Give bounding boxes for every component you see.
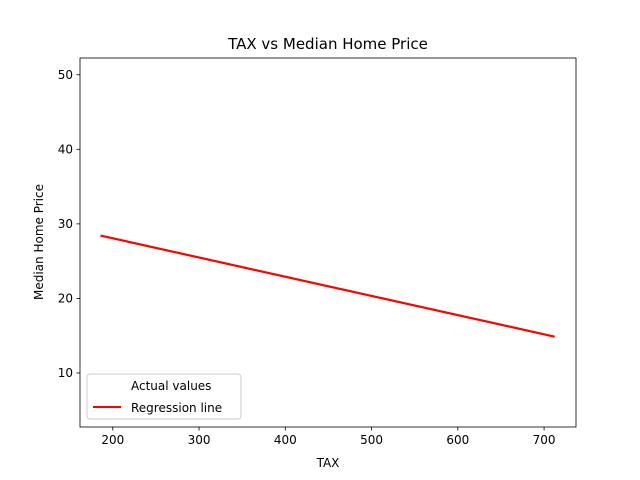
x-tick-label: 700 bbox=[533, 433, 556, 447]
legend-box bbox=[86, 373, 242, 420]
series-layer bbox=[100, 234, 555, 338]
legend-entry-regression-line: Regression line bbox=[131, 401, 222, 415]
legend-entry-actual-values: Actual values bbox=[131, 379, 211, 393]
x-tick-label: 200 bbox=[101, 433, 124, 447]
x-tick-label: 400 bbox=[274, 433, 297, 447]
regression-line-series bbox=[100, 234, 555, 338]
y-tick-label: 20 bbox=[58, 291, 73, 305]
x-tick-label: 500 bbox=[360, 433, 383, 447]
plot-area bbox=[80, 58, 576, 427]
y-axis-label: Median Home Price bbox=[32, 184, 46, 300]
y-axis: 10 20 30 40 50 bbox=[58, 68, 80, 380]
y-tick-label: 10 bbox=[58, 366, 73, 380]
legend: Actual values Regression line bbox=[86, 373, 242, 420]
plot-frame bbox=[79, 57, 577, 428]
chart-title: TAX vs Median Home Price bbox=[227, 35, 428, 53]
y-tick-label: 50 bbox=[58, 68, 73, 82]
x-axis: 200 300 400 500 600 700 bbox=[101, 427, 556, 447]
x-axis-label: TAX bbox=[316, 456, 340, 470]
y-tick-label: 30 bbox=[58, 217, 73, 231]
x-tick-label: 300 bbox=[188, 433, 211, 447]
x-tick-label: 600 bbox=[446, 433, 469, 447]
y-tick-label: 40 bbox=[58, 142, 73, 156]
